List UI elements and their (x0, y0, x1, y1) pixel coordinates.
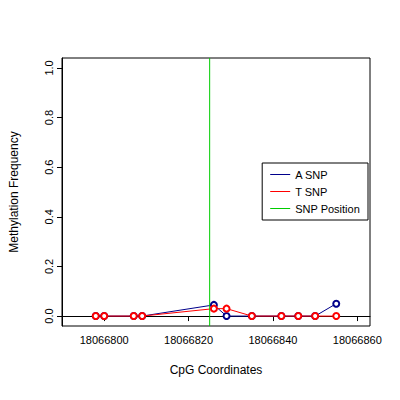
svg-text:A SNP: A SNP (295, 169, 327, 181)
svg-text:18066800: 18066800 (80, 334, 129, 346)
svg-text:Methylation Frequency: Methylation Frequency (7, 131, 21, 252)
svg-text:18066840: 18066840 (248, 334, 297, 346)
svg-text:18066860: 18066860 (333, 334, 382, 346)
svg-text:0.4: 0.4 (43, 209, 55, 224)
svg-text:CpG Coordinates: CpG Coordinates (170, 363, 263, 377)
svg-text:0.0: 0.0 (43, 308, 55, 323)
svg-text:T SNP: T SNP (295, 186, 327, 198)
svg-text:1.0: 1.0 (43, 60, 55, 75)
svg-text:0.6: 0.6 (43, 160, 55, 175)
svg-text:0.2: 0.2 (43, 259, 55, 274)
svg-text:18066820: 18066820 (164, 334, 213, 346)
svg-text:0.8: 0.8 (43, 110, 55, 125)
svg-text:SNP Position: SNP Position (295, 203, 360, 215)
